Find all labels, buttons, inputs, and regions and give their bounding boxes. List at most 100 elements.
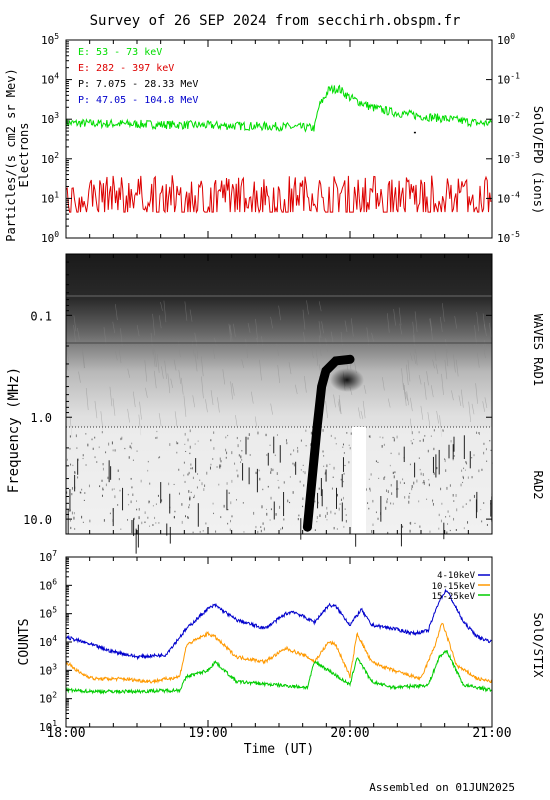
rad1-texture [315,345,319,366]
rad2-noise [290,453,292,456]
rad1-texture [468,401,471,423]
rad2-noise [402,478,404,481]
rad1-texture [241,359,244,368]
rad2-noise [70,463,72,466]
rad2-noise [336,493,338,497]
rad2-noise [184,443,186,445]
figure-title: Survey of 26 SEP 2024 from secchirh.obsp… [90,13,461,29]
rad1-texture [145,387,148,398]
rad1-texture [338,395,342,415]
rad2-noise [316,521,318,523]
rad2-noise [213,512,215,515]
rad2-noise [266,508,268,510]
rad2-noise [411,485,413,488]
rad1-texture [195,337,199,360]
rad2-noise [378,477,380,479]
rad2-noise [79,491,81,494]
rad2-noise [449,484,451,487]
rad2-noise [108,442,110,446]
rad2-noise [452,494,454,497]
rad2-noise [178,492,180,495]
rad2-noise [423,481,425,485]
rad2-noise [440,487,442,491]
rad2-noise [128,456,130,459]
rad2-noise [465,503,467,505]
rad2-noise [270,468,272,472]
rad2-noise [428,479,430,481]
rad1-texture [410,397,413,412]
rad1-texture [78,371,81,383]
rad1-texture [103,327,107,345]
rad2-noise [427,449,429,453]
rad2-noise [199,479,201,481]
rad2-noise [189,498,191,501]
rad2-noise [446,531,448,535]
rad1-texture [360,410,364,420]
rad2-noise [477,432,479,434]
rad2-noise [314,500,316,503]
particles-right-label: SolO/EPD (ions) [531,106,545,214]
rad2-noise [132,493,134,496]
rad2-noise [181,520,183,524]
rad2-noise [340,498,342,501]
rad2-noise [449,529,451,532]
rad2-noise [342,481,344,483]
rad2-noise [157,494,159,497]
rad1-texture [455,359,459,377]
rad1-texture [432,359,435,369]
rad1-texture [81,348,85,369]
electrons-high-series [65,175,492,214]
rad2-noise [370,473,372,476]
rad2-noise [383,477,385,480]
rad1-texture [144,360,148,382]
rad2-noise [476,431,478,434]
rad2-noise [74,527,76,530]
rad1-texture [115,351,118,361]
rad2-noise [226,482,228,485]
rad2-noise [375,511,377,514]
rad1-texture [476,312,479,332]
rad2-noise [332,476,334,478]
rad2-noise [389,464,391,467]
rad2-noise [483,442,485,445]
time-tick-label: 18:00 [46,726,85,741]
legend-electrons-high: E: 282 - 397 keV [78,63,174,74]
rad2-noise [266,512,268,516]
rad2-noise [149,525,151,527]
rad1-texture [294,384,298,395]
rad2-noise [81,515,83,519]
legend-protons-high: P: 47.05 - 104.8 MeV [78,95,198,106]
rad1-texture [233,323,236,337]
rad2-noise [114,495,116,499]
rad2-noise [455,528,457,531]
rad2-noise [473,494,475,498]
rad2-noise [343,525,345,528]
rad2-noise [289,476,291,478]
rad2-noise [449,515,451,518]
rad2-noise [85,433,87,435]
rad2-noise [485,448,487,451]
rad2-noise [190,467,192,470]
rad1-texture [403,384,407,406]
rad2-noise [383,443,385,446]
rad2-noise [103,519,105,522]
rad2-noise [69,435,71,438]
time-tick-label: 20:00 [330,726,369,741]
rad2-noise [418,500,420,503]
rad2-noise [372,499,374,503]
rad2-noise [450,440,452,443]
rad2-noise [111,441,113,445]
rad2-noise [87,443,89,447]
rad2-noise [237,444,239,448]
rad2-noise [210,463,212,466]
rad1-texture [94,400,98,419]
rad2-noise [478,469,480,473]
rad1-texture [303,331,306,345]
rad2-noise [447,510,449,513]
rad2-noise [102,462,104,466]
rad2-noise [481,520,483,523]
rad2-noise [319,514,321,517]
rad2-noise [219,457,221,461]
rad1-texture [439,316,443,332]
rad1-texture [433,344,437,361]
